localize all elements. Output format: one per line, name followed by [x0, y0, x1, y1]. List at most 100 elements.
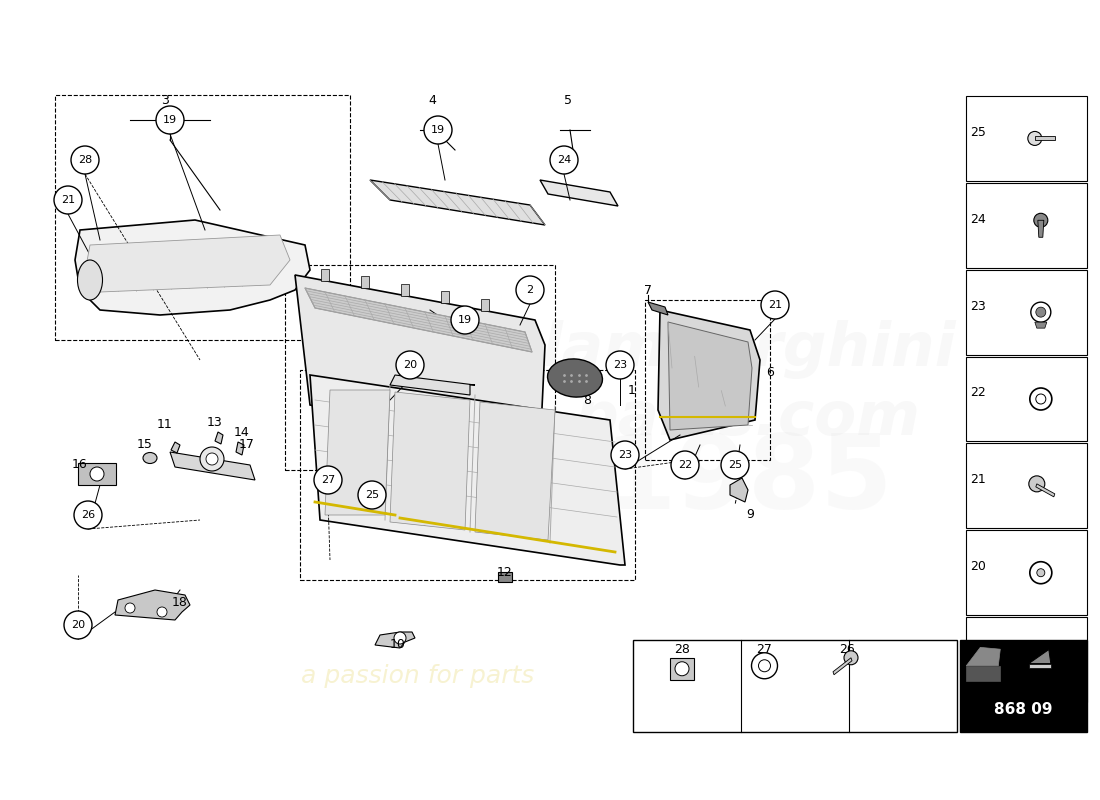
FancyBboxPatch shape: [966, 443, 1087, 528]
Text: 2: 2: [527, 285, 534, 295]
Text: 4: 4: [428, 94, 436, 106]
FancyBboxPatch shape: [960, 640, 1087, 732]
Ellipse shape: [548, 359, 603, 397]
Polygon shape: [833, 658, 853, 674]
Circle shape: [1031, 302, 1050, 322]
Polygon shape: [1028, 650, 1050, 663]
Text: 19: 19: [431, 125, 446, 135]
Text: 28: 28: [78, 155, 92, 165]
Text: 19: 19: [970, 647, 986, 660]
Polygon shape: [361, 276, 368, 288]
Circle shape: [1030, 562, 1052, 584]
Ellipse shape: [143, 453, 157, 463]
Polygon shape: [1028, 663, 1050, 667]
Circle shape: [671, 451, 698, 479]
Text: 20: 20: [70, 620, 85, 630]
Text: 1985: 1985: [603, 430, 893, 530]
Text: 15: 15: [138, 438, 153, 451]
FancyBboxPatch shape: [966, 183, 1087, 268]
Text: 21: 21: [60, 195, 75, 205]
Polygon shape: [966, 647, 1000, 666]
Polygon shape: [170, 442, 180, 453]
Text: 12: 12: [497, 566, 513, 578]
Polygon shape: [305, 288, 532, 352]
FancyBboxPatch shape: [670, 658, 694, 680]
FancyBboxPatch shape: [632, 640, 957, 732]
Circle shape: [90, 467, 104, 481]
Circle shape: [54, 186, 82, 214]
Text: 9: 9: [746, 509, 754, 522]
FancyBboxPatch shape: [966, 617, 1087, 702]
Text: 23: 23: [613, 360, 627, 370]
Circle shape: [451, 306, 478, 334]
Polygon shape: [116, 590, 190, 620]
FancyBboxPatch shape: [966, 270, 1087, 354]
Circle shape: [606, 351, 634, 379]
FancyBboxPatch shape: [78, 463, 116, 485]
Polygon shape: [236, 442, 244, 455]
Circle shape: [1030, 388, 1052, 410]
FancyBboxPatch shape: [498, 572, 512, 582]
Polygon shape: [1035, 137, 1055, 141]
Text: 13: 13: [207, 415, 223, 429]
Text: 3: 3: [161, 94, 169, 106]
Circle shape: [358, 481, 386, 509]
Polygon shape: [1036, 484, 1055, 497]
Polygon shape: [214, 432, 223, 444]
Text: 25: 25: [728, 460, 743, 470]
Text: 11: 11: [157, 418, 173, 431]
FancyBboxPatch shape: [966, 96, 1087, 181]
Text: 10: 10: [390, 638, 406, 651]
Text: 19: 19: [163, 115, 177, 125]
Text: 18: 18: [172, 595, 188, 609]
Text: 7: 7: [644, 283, 652, 297]
Polygon shape: [375, 632, 415, 648]
Circle shape: [759, 660, 770, 672]
Circle shape: [550, 146, 578, 174]
Polygon shape: [85, 235, 290, 292]
Ellipse shape: [77, 260, 102, 300]
Text: 24: 24: [557, 155, 571, 165]
Text: 21: 21: [768, 300, 782, 310]
Text: 21: 21: [970, 474, 986, 486]
Text: 19: 19: [458, 315, 472, 325]
Circle shape: [156, 106, 184, 134]
Polygon shape: [390, 375, 475, 395]
Text: 8: 8: [583, 394, 591, 406]
Polygon shape: [658, 310, 760, 440]
Circle shape: [720, 451, 749, 479]
Circle shape: [1037, 569, 1045, 577]
Polygon shape: [324, 390, 390, 515]
Polygon shape: [75, 220, 310, 315]
Circle shape: [394, 632, 406, 644]
Text: a passion for parts: a passion for parts: [301, 664, 535, 688]
Polygon shape: [966, 666, 1000, 682]
Circle shape: [1034, 214, 1048, 227]
Text: 20: 20: [403, 360, 417, 370]
Text: 6: 6: [766, 366, 774, 378]
Text: 27: 27: [757, 642, 772, 656]
Text: 25: 25: [970, 126, 986, 139]
Text: 26: 26: [839, 642, 855, 656]
Text: 28: 28: [674, 642, 690, 656]
Polygon shape: [295, 275, 544, 450]
FancyBboxPatch shape: [966, 357, 1087, 442]
Polygon shape: [170, 452, 255, 480]
Text: 24: 24: [970, 213, 986, 226]
Circle shape: [1028, 476, 1045, 492]
Circle shape: [761, 291, 789, 319]
Circle shape: [206, 453, 218, 465]
Circle shape: [424, 116, 452, 144]
Polygon shape: [481, 298, 490, 310]
Polygon shape: [1035, 322, 1047, 328]
Polygon shape: [540, 180, 618, 206]
Polygon shape: [1037, 220, 1044, 238]
Circle shape: [125, 603, 135, 613]
Circle shape: [675, 662, 689, 676]
Text: 868 09: 868 09: [994, 702, 1053, 717]
Text: 23: 23: [618, 450, 632, 460]
Text: 23: 23: [970, 300, 986, 313]
Circle shape: [157, 607, 167, 617]
Circle shape: [1027, 131, 1042, 146]
Text: 16: 16: [73, 458, 88, 471]
